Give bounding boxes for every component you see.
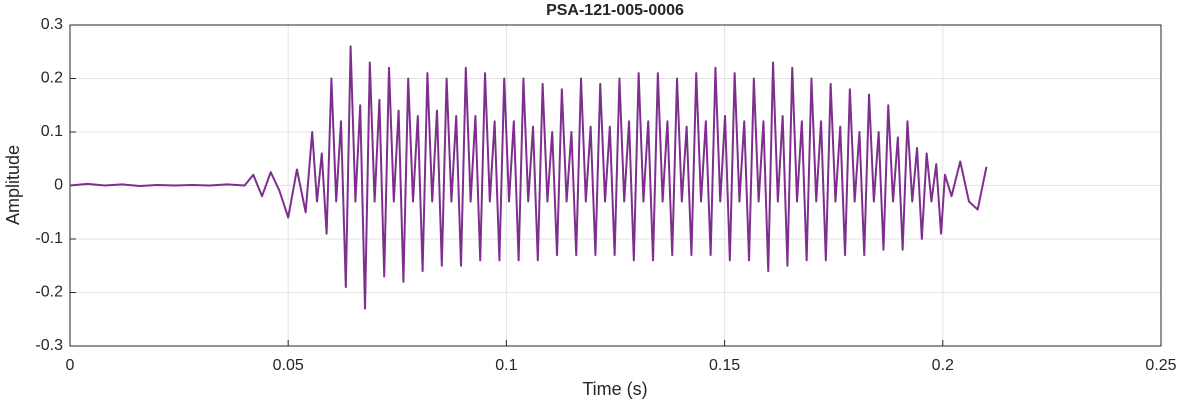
x-tick-label: 0.1 [495,357,517,374]
y-tick-label: 0.3 [41,16,63,33]
y-tick-label: 0 [54,177,63,194]
y-tick-label: -0.1 [35,230,63,247]
y-tick-label: 0.1 [41,123,63,140]
waveform [69,45,988,310]
x-tick-label: 0.05 [273,357,304,374]
x-tick-label: 0 [66,357,75,374]
x-tick-label: 0.15 [709,357,740,374]
y-tick-label: -0.2 [35,284,63,301]
y-tick-label: -0.3 [35,337,63,354]
y-axis-label: Amplitude [3,145,23,225]
x-tick-label: 0.25 [1145,357,1176,374]
x-tick-label: 0.2 [932,357,954,374]
y-tick-label: 0.2 [41,70,63,87]
x-axis-label: Time (s) [582,379,647,399]
chart-title: PSA-121-005-0006 [546,2,684,19]
